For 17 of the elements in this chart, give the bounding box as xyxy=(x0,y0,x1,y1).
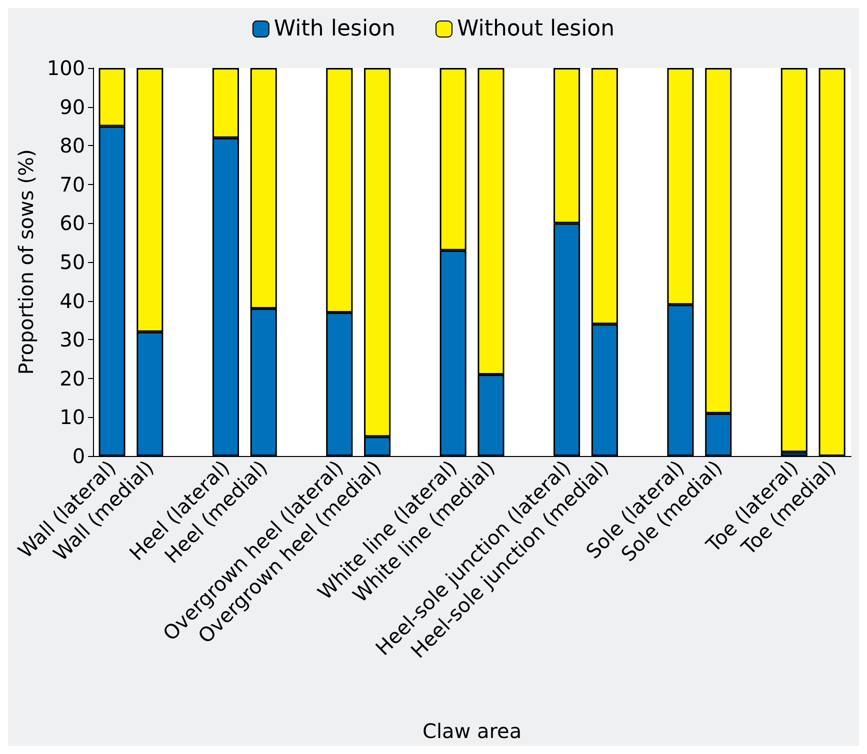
y-tick-label: 40 xyxy=(60,288,86,313)
x-axis-title: Claw area xyxy=(422,719,522,743)
bar xyxy=(818,68,846,456)
bar xyxy=(780,68,808,452)
y-tick-label: 50 xyxy=(60,250,86,274)
y-tick-label: 70 xyxy=(60,172,86,196)
y-tick-label: 20 xyxy=(60,366,86,390)
y-axis-title: Proportion of sows (%) xyxy=(14,149,38,375)
y-tick-label: 30 xyxy=(60,328,86,352)
y-tick-label: 10 xyxy=(60,405,86,430)
y-tick-label: 90 xyxy=(60,94,86,119)
y-tick-label: 100 xyxy=(46,56,86,80)
y-tick-label: 80 xyxy=(60,134,86,158)
legend-label: Without lesion xyxy=(456,16,615,42)
y-tick-label: 0 xyxy=(72,444,86,468)
y-tick-label: 60 xyxy=(60,211,86,236)
legend-label: With lesion xyxy=(274,16,396,42)
